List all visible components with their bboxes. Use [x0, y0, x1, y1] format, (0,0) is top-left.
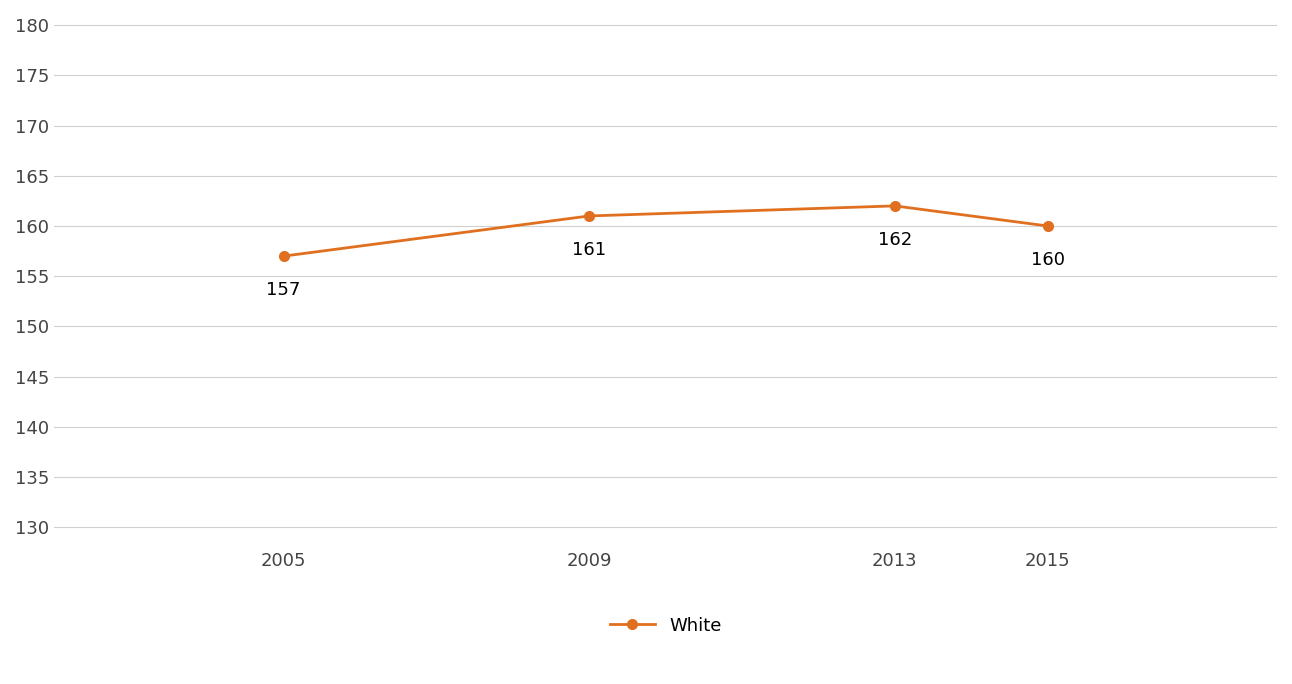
Text: 162: 162 — [877, 231, 912, 249]
Legend: White: White — [602, 609, 729, 642]
White — [581, 212, 597, 220]
Text: 157: 157 — [266, 281, 301, 299]
White — [1040, 222, 1056, 230]
Text: 160: 160 — [1031, 251, 1065, 269]
White — [888, 202, 903, 210]
Text: 161: 161 — [572, 241, 606, 259]
White — [275, 252, 291, 260]
Line: White: White — [279, 201, 1053, 261]
